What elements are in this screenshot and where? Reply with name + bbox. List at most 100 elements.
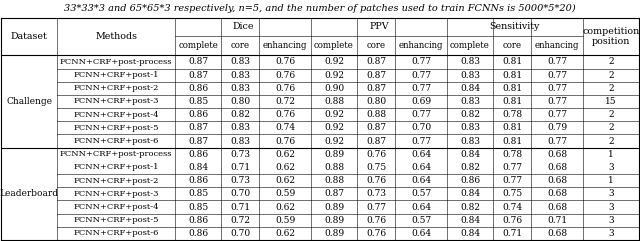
Text: FCNN+CRF+post-6: FCNN+CRF+post-6 xyxy=(74,229,159,237)
Text: 0.81: 0.81 xyxy=(502,57,522,67)
Text: 0.77: 0.77 xyxy=(411,84,431,93)
Text: 0.68: 0.68 xyxy=(547,150,567,159)
Text: 0.77: 0.77 xyxy=(547,137,567,146)
Text: 0.78: 0.78 xyxy=(502,150,522,159)
Text: 0.83: 0.83 xyxy=(460,71,480,80)
Text: 0.92: 0.92 xyxy=(324,123,344,132)
Text: 2: 2 xyxy=(608,84,614,93)
Text: 0.88: 0.88 xyxy=(366,110,386,119)
Text: 0.77: 0.77 xyxy=(547,84,567,93)
Text: 0.77: 0.77 xyxy=(411,57,431,67)
Text: 0.83: 0.83 xyxy=(230,137,250,146)
Text: 0.62: 0.62 xyxy=(275,150,295,159)
Text: FCNN+CRF+post-3: FCNN+CRF+post-3 xyxy=(74,98,159,106)
Text: 0.77: 0.77 xyxy=(547,110,567,119)
Text: 0.87: 0.87 xyxy=(188,57,208,67)
Text: 0.64: 0.64 xyxy=(411,202,431,212)
Text: 0.90: 0.90 xyxy=(324,84,344,93)
Text: 0.80: 0.80 xyxy=(230,97,250,106)
Text: 0.84: 0.84 xyxy=(460,216,480,225)
Text: FCNN+CRF+post-4: FCNN+CRF+post-4 xyxy=(74,111,159,119)
Text: 0.77: 0.77 xyxy=(547,71,567,80)
Text: 0.77: 0.77 xyxy=(547,57,567,67)
Text: 0.81: 0.81 xyxy=(502,71,522,80)
Text: 0.83: 0.83 xyxy=(460,57,480,67)
Text: 2: 2 xyxy=(608,137,614,146)
Text: 1: 1 xyxy=(608,150,614,159)
Text: 0.86: 0.86 xyxy=(188,229,208,238)
Text: 0.87: 0.87 xyxy=(188,123,208,132)
Text: 0.71: 0.71 xyxy=(547,216,567,225)
Text: 0.71: 0.71 xyxy=(230,163,250,172)
Text: 3: 3 xyxy=(608,202,614,212)
Text: FCNN+CRF+post-5: FCNN+CRF+post-5 xyxy=(74,124,159,132)
Text: 0.73: 0.73 xyxy=(230,176,250,185)
Text: 0.89: 0.89 xyxy=(324,216,344,225)
Text: 0.76: 0.76 xyxy=(275,57,295,67)
Text: 0.84: 0.84 xyxy=(460,189,480,198)
Text: 0.82: 0.82 xyxy=(230,110,250,119)
Text: 0.81: 0.81 xyxy=(502,97,522,106)
Text: 0.77: 0.77 xyxy=(547,97,567,106)
Text: 0.76: 0.76 xyxy=(502,216,522,225)
Text: 0.81: 0.81 xyxy=(502,137,522,146)
Text: 3: 3 xyxy=(608,163,614,172)
Text: FCNN+CRF+post-5: FCNN+CRF+post-5 xyxy=(74,216,159,224)
Text: 0.68: 0.68 xyxy=(547,176,567,185)
Text: 0.62: 0.62 xyxy=(275,229,295,238)
Text: 0.82: 0.82 xyxy=(460,163,480,172)
Text: core: core xyxy=(230,41,250,50)
Text: 0.83: 0.83 xyxy=(230,57,250,67)
Text: FCNN+CRF+post-3: FCNN+CRF+post-3 xyxy=(74,190,159,198)
Text: 0.57: 0.57 xyxy=(411,189,431,198)
Text: 0.64: 0.64 xyxy=(411,176,431,185)
Text: FCNN+CRF+post-2: FCNN+CRF+post-2 xyxy=(74,177,159,185)
Text: complete: complete xyxy=(314,41,354,50)
Text: 0.83: 0.83 xyxy=(460,97,480,106)
Text: 0.89: 0.89 xyxy=(324,229,344,238)
Text: 0.76: 0.76 xyxy=(275,71,295,80)
Text: 0.88: 0.88 xyxy=(324,163,344,172)
Text: 0.78: 0.78 xyxy=(502,110,522,119)
Text: 1: 1 xyxy=(608,176,614,185)
Text: 0.83: 0.83 xyxy=(460,123,480,132)
Text: 0.77: 0.77 xyxy=(366,202,386,212)
Text: Methods: Methods xyxy=(95,32,137,41)
Text: 0.62: 0.62 xyxy=(275,202,295,212)
Text: 0.88: 0.88 xyxy=(324,176,344,185)
Text: 0.62: 0.62 xyxy=(275,163,295,172)
Text: 2: 2 xyxy=(608,123,614,132)
Text: 2: 2 xyxy=(608,57,614,67)
Text: 0.79: 0.79 xyxy=(547,123,567,132)
Text: 0.77: 0.77 xyxy=(502,163,522,172)
Text: 0.83: 0.83 xyxy=(230,71,250,80)
Text: 0.77: 0.77 xyxy=(411,110,431,119)
Text: 0.75: 0.75 xyxy=(366,163,387,172)
Text: 0.59: 0.59 xyxy=(275,216,295,225)
Text: 0.88: 0.88 xyxy=(324,97,344,106)
Text: 0.76: 0.76 xyxy=(275,137,295,146)
Text: 0.76: 0.76 xyxy=(366,150,386,159)
Text: 0.92: 0.92 xyxy=(324,57,344,67)
Text: 0.76: 0.76 xyxy=(366,229,386,238)
Text: 0.72: 0.72 xyxy=(230,216,250,225)
Text: 0.76: 0.76 xyxy=(275,110,295,119)
Text: 0.62: 0.62 xyxy=(275,176,295,185)
Text: 0.76: 0.76 xyxy=(366,176,386,185)
Text: FCNN+CRF+post-2: FCNN+CRF+post-2 xyxy=(74,84,159,92)
Text: 0.87: 0.87 xyxy=(366,57,386,67)
Text: 0.87: 0.87 xyxy=(188,137,208,146)
Text: 0.71: 0.71 xyxy=(502,229,522,238)
Text: 0.92: 0.92 xyxy=(324,137,344,146)
Text: 0.64: 0.64 xyxy=(411,229,431,238)
Text: 0.87: 0.87 xyxy=(366,71,386,80)
Text: 3: 3 xyxy=(608,229,614,238)
Text: 0.57: 0.57 xyxy=(411,216,431,225)
Text: Dataset: Dataset xyxy=(11,32,47,41)
Text: FCNN+CRF+post-1: FCNN+CRF+post-1 xyxy=(74,71,159,79)
Text: Sensitivity: Sensitivity xyxy=(490,22,540,32)
Text: FCNN+CRF+post-1: FCNN+CRF+post-1 xyxy=(74,163,159,171)
Text: 0.74: 0.74 xyxy=(502,202,522,212)
Text: 0.80: 0.80 xyxy=(366,97,386,106)
Text: 0.76: 0.76 xyxy=(366,216,386,225)
